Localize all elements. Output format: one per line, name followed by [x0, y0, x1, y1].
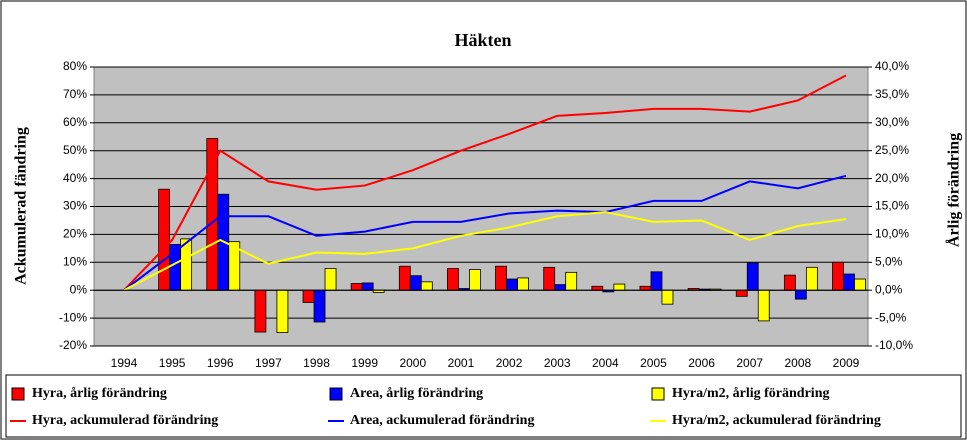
y-tick-label: -10% [59, 310, 87, 324]
bar [661, 289, 674, 305]
bar [757, 289, 770, 322]
legend-swatch [329, 387, 343, 401]
x-tick-label: 2002 [496, 356, 523, 370]
bar [783, 274, 796, 291]
bar [158, 188, 171, 291]
y2-tick-label: 40,0% [875, 59, 909, 73]
legend-label: Hyra/m2, ackumulerad förändring [672, 413, 881, 428]
bar [254, 289, 267, 333]
x-tick-label: 2004 [592, 356, 619, 370]
line [123, 174, 847, 291]
bar [854, 278, 866, 291]
bar [735, 289, 748, 297]
x-tick-label: 1998 [303, 356, 330, 370]
x-tick-label: 2007 [736, 356, 763, 370]
legend-label: Hyra/m2, årlig förändring [672, 386, 830, 401]
line [123, 211, 847, 292]
x-tick-label: 2001 [448, 356, 475, 370]
bar [361, 282, 374, 291]
bar [543, 266, 556, 291]
bar [794, 289, 807, 300]
bar [324, 268, 337, 291]
y2-tick-label: 30,0% [875, 115, 909, 129]
bar [832, 261, 844, 291]
bar [650, 271, 663, 291]
x-tick-label: 1997 [255, 356, 282, 370]
y2-tick-label: 5,0% [875, 254, 903, 268]
bar [276, 289, 289, 334]
y-tick-label: 80% [63, 59, 87, 73]
legend-label: Hyra, ackumulerad förändring [32, 413, 218, 428]
x-tick-label: 2005 [640, 356, 667, 370]
y-tick-label: 60% [63, 115, 87, 129]
x-tick-label: 1995 [159, 356, 186, 370]
bar [420, 281, 433, 291]
bar [495, 265, 507, 291]
y2-tick-label: -5,0% [875, 310, 907, 324]
bar [302, 289, 315, 303]
y2-tick-label: 10,0% [875, 227, 909, 241]
bar [206, 138, 219, 291]
legend-swatch [11, 387, 25, 401]
x-tick-label: 2003 [544, 356, 571, 370]
y2-tick-label: 15,0% [875, 199, 909, 213]
y-axis-title: Ackumulerad fändring [13, 127, 30, 285]
bar [350, 283, 363, 291]
bar [805, 266, 818, 291]
bar [447, 268, 459, 291]
line [123, 74, 847, 291]
bar [565, 271, 578, 291]
x-tick-label: 2009 [833, 356, 860, 370]
legend-label: Area, ackumulerad förändring [350, 413, 534, 428]
bar [313, 289, 326, 323]
bar [398, 265, 411, 291]
y-tick-label: 20% [63, 227, 87, 241]
bar [746, 262, 759, 291]
x-tick-label: 1999 [351, 356, 378, 370]
bar [409, 275, 422, 291]
y2-tick-label: -10,0% [875, 338, 913, 352]
y-tick-label: 40% [63, 171, 87, 185]
bar [554, 284, 567, 291]
y-tick-label: 10% [63, 254, 87, 268]
bar [639, 285, 652, 291]
y-tick-label: 30% [63, 199, 87, 213]
y2-axis-title: Årlig förändring [945, 133, 963, 247]
x-tick-label: 2008 [785, 356, 812, 370]
legend-swatch [651, 387, 665, 401]
bar [517, 277, 529, 291]
y2-tick-label: 35,0% [875, 87, 909, 101]
x-tick-label: 2000 [399, 356, 426, 370]
x-tick-label: 1996 [207, 356, 234, 370]
x-tick-label: 2006 [688, 356, 715, 370]
legend-box [5, 374, 962, 438]
chart-title: Häkten [454, 30, 511, 50]
bar [843, 273, 855, 291]
y-tick-label: -20% [59, 338, 87, 352]
x-tick-label: 1994 [111, 356, 138, 370]
y2-tick-label: 25,0% [875, 143, 909, 157]
y2-tick-label: 20,0% [875, 171, 909, 185]
bar [613, 283, 626, 291]
bar [506, 278, 518, 291]
legend-label: Area, årlig förändring [350, 386, 483, 401]
bar [469, 269, 481, 291]
legend-label: Hyra, årlig förändring [32, 386, 167, 401]
bar [591, 285, 604, 291]
y-tick-label: 50% [63, 143, 87, 157]
y-tick-label: 0% [70, 282, 88, 296]
y2-tick-label: 0,0% [875, 282, 903, 296]
y-tick-label: 70% [63, 87, 87, 101]
